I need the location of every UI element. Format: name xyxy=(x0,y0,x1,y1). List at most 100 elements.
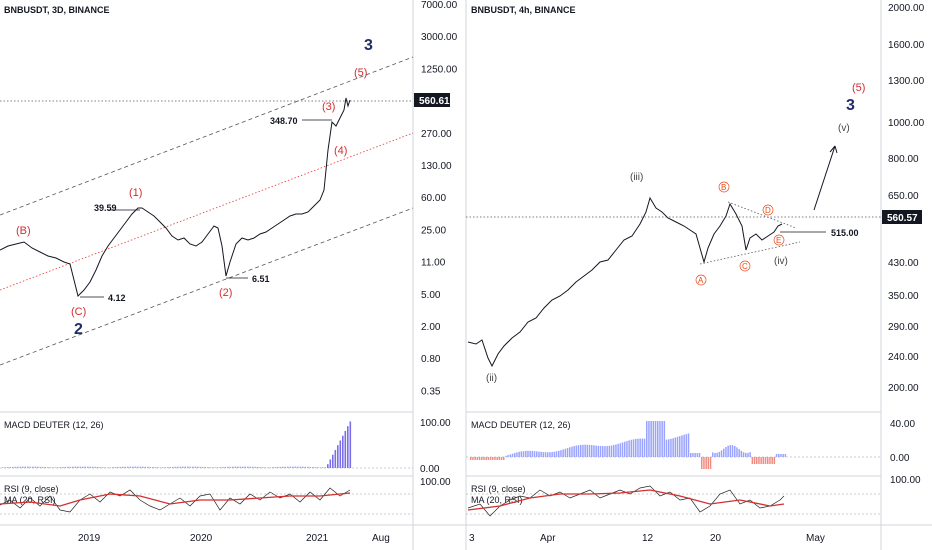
right-macd-bar xyxy=(628,440,630,457)
right-macd-bar xyxy=(756,457,758,464)
wave-label-5: (5) xyxy=(354,67,367,79)
right-y-tick-11: 200.00 xyxy=(888,383,919,394)
right-price-series xyxy=(467,196,783,368)
note-515: 515.00 xyxy=(831,228,859,238)
right-macd-bar xyxy=(661,421,663,457)
left-macd-bar xyxy=(142,466,144,468)
left-macd-tick-100: 100.00 xyxy=(420,418,451,429)
right-macd-bar xyxy=(489,457,492,460)
right-macd-tick-0: 0.00 xyxy=(890,453,910,464)
left-macd-bar xyxy=(304,466,307,468)
right-chart-title: BNBUSDT, 4h, BINANCE xyxy=(471,5,576,15)
left-channel-top xyxy=(0,56,414,216)
left-macd-bar xyxy=(282,466,284,468)
left-macd-bar xyxy=(44,466,47,468)
left-macd-bar xyxy=(329,459,332,468)
left-macd-bar xyxy=(122,466,124,468)
left-macd-bar xyxy=(4,467,7,468)
right-macd-bar xyxy=(584,444,586,457)
left-macd-bar xyxy=(312,467,314,468)
right-macd-bar xyxy=(599,445,602,457)
right-macd-bar xyxy=(729,445,732,457)
right-macd-bar xyxy=(760,457,762,464)
right-macd-bar xyxy=(716,452,718,457)
note-39-59: 39.59 xyxy=(94,203,117,213)
right-macd-bar xyxy=(577,445,580,457)
right-macd-bar xyxy=(725,446,727,457)
right-macd-bar xyxy=(604,446,606,457)
left-x-tick-2020: 2020 xyxy=(190,533,213,544)
left-macd-bar xyxy=(2,467,4,468)
left-macd-histogram xyxy=(2,421,352,468)
wave-circle-A: A xyxy=(698,276,704,285)
right-macd-bar xyxy=(679,436,681,457)
right-macd-bar xyxy=(500,457,503,460)
right-macd-bar xyxy=(723,448,725,457)
right-macd-bar xyxy=(782,454,784,457)
left-macd-bar xyxy=(344,430,347,468)
left-macd-bar xyxy=(132,466,134,468)
left-macd-bar xyxy=(99,467,102,468)
right-macd-bar xyxy=(514,452,516,457)
left-macd-bar xyxy=(72,466,74,468)
left-macd-bar xyxy=(64,466,67,468)
left-macd-bar xyxy=(17,466,19,468)
left-macd-bar xyxy=(187,466,189,468)
right-macd-bar xyxy=(712,452,714,457)
left-macd-bar xyxy=(154,467,157,468)
right-y-tick-1: 1600.00 xyxy=(888,40,925,51)
right-macd-bar xyxy=(784,454,787,457)
right-macd-bar xyxy=(478,457,481,460)
left-macd-bar xyxy=(197,466,199,468)
left-macd-bar xyxy=(292,466,294,468)
right-macd-bar xyxy=(487,457,490,460)
right-macd-bar xyxy=(591,445,593,457)
right-macd-bar xyxy=(654,421,657,457)
right-last-price-text: 560.57 xyxy=(887,213,918,224)
right-macd-tick-40: 40.00 xyxy=(890,419,915,430)
wave-label-iv: (iv) xyxy=(774,256,788,267)
right-x-tick-20: 20 xyxy=(710,533,722,544)
left-macd-bar xyxy=(227,466,229,468)
left-rsi-tick-100: 100.00 xyxy=(420,477,451,488)
left-macd-bar xyxy=(52,467,54,468)
left-y-tick-10: 2.00 xyxy=(421,322,441,333)
left-macd-bar xyxy=(254,466,257,468)
left-macd-bar xyxy=(252,466,254,468)
left-macd-bar xyxy=(274,467,277,468)
right-y-axis: 2000.00 1600.00 1300.00 1000.00 800.00 650.00… xyxy=(888,3,925,394)
left-macd-bar xyxy=(207,467,209,468)
left-macd-bar xyxy=(59,467,62,468)
wave-label-B: (B) xyxy=(16,225,31,237)
left-macd-bar xyxy=(242,466,244,468)
left-macd-bar xyxy=(162,467,164,468)
right-macd-bar xyxy=(643,438,646,457)
left-y-tick-2: 1250.00 xyxy=(421,64,458,75)
right-macd-bar xyxy=(575,445,578,457)
right-macd-bar xyxy=(762,457,765,464)
left-macd-bar xyxy=(302,466,304,468)
left-macd-bar xyxy=(172,466,174,468)
left-macd-bar xyxy=(102,467,104,468)
right-macd-bar xyxy=(555,451,558,457)
left-macd-bar xyxy=(147,466,149,468)
right-macd-bar xyxy=(670,438,672,457)
left-macd-bar xyxy=(129,466,132,468)
left-macd-bar xyxy=(107,467,109,468)
left-y-tick-12: 0.35 xyxy=(421,386,441,397)
right-rsi-tick-100: 100.00 xyxy=(890,475,921,486)
right-macd-bar xyxy=(745,452,747,457)
right-macd-bar xyxy=(520,451,523,457)
left-macd-tick-0: 0.00 xyxy=(420,464,440,475)
right-macd-bar xyxy=(740,450,743,457)
left-macd-bar xyxy=(307,466,309,468)
left-macd-bar xyxy=(244,466,247,468)
right-macd-bar xyxy=(646,421,648,457)
left-rsi-ma xyxy=(0,492,351,507)
right-macd-bar xyxy=(707,457,710,469)
right-macd-bar xyxy=(771,457,773,464)
left-macd-bar xyxy=(247,466,249,468)
left-macd-bar xyxy=(82,466,84,468)
right-x-tick-may: May xyxy=(806,533,825,544)
